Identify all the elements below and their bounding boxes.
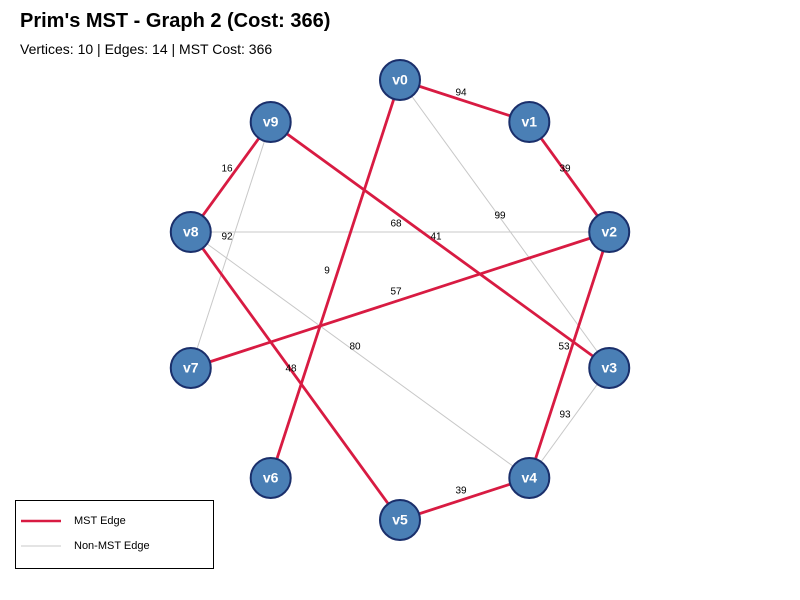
non-mst-edge-v8-v4 — [190, 231, 530, 479]
edge-weight-label-v0-v3: 99 — [494, 211, 506, 222]
non-mst-edge-v3-v4 — [528, 367, 610, 479]
vertex-v4: v4 — [508, 456, 551, 499]
vertex-v3: v3 — [588, 346, 631, 389]
vertex-circle-v3 — [588, 346, 631, 389]
vertex-circle-v5 — [379, 499, 421, 541]
vertex-circle-v8 — [169, 211, 212, 254]
vertex-v9: v9 — [249, 101, 292, 144]
non-mst-edge-v9-v7 — [190, 121, 272, 369]
edge-weight-label-v8-v2: 68 — [390, 219, 402, 230]
vertex-label-v1: v1 — [522, 114, 538, 130]
mst-edge-v8-v5 — [189, 231, 402, 521]
mst-edge-v2-v4 — [527, 231, 611, 479]
vertex-v8: v8 — [169, 211, 212, 254]
vertex-label-v5: v5 — [392, 512, 408, 528]
mst-edge-v5-v4 — [399, 476, 530, 522]
legend: MST Edge Non-MST Edge — [15, 500, 214, 569]
non-mst-edge-v0-v3 — [399, 79, 610, 369]
edge-weight-label-v9-v3: 41 — [430, 232, 442, 243]
non-mst-edge-swatch-icon — [21, 545, 61, 547]
vertex-v7: v7 — [169, 346, 212, 389]
vertex-label-v9: v9 — [263, 114, 279, 130]
edge-weight-label-v9-v8: 16 — [221, 164, 233, 175]
edge-weight-label-v2-v7: 57 — [390, 287, 402, 298]
edge-weight-label-v5-v4: 39 — [455, 486, 467, 497]
vertex-circle-v9 — [249, 101, 292, 144]
mst-edge-v9-v8 — [189, 121, 272, 233]
edge-weight-label-v2-v4: 53 — [558, 342, 570, 353]
legend-label-non-mst: Non-MST Edge — [74, 540, 150, 552]
legend-item-non-mst: Non-MST Edge — [20, 538, 150, 554]
vertex-circle-v2 — [588, 211, 631, 254]
legend-label-mst: MST Edge — [74, 515, 126, 527]
edge-weight-label-v3-v4: 93 — [559, 410, 571, 421]
vertex-circle-v6 — [249, 456, 292, 499]
page-subtitle: Vertices: 10 | Edges: 14 | MST Cost: 366 — [20, 41, 273, 57]
mst-edge-v1-v2 — [528, 121, 611, 233]
vertex-circle-v0 — [379, 59, 421, 101]
mst-edge-v9-v3 — [269, 120, 611, 370]
vertex-label-v2: v2 — [601, 224, 617, 240]
mst-edge-v0-v6 — [269, 79, 402, 479]
mst-edge-v0-v1 — [399, 78, 530, 124]
edge-weight-label-v0-v1: 94 — [455, 88, 467, 99]
vertex-circle-v4 — [508, 456, 551, 499]
vertex-v1: v1 — [508, 101, 551, 144]
edge-weight-label-v8-v4: 80 — [349, 342, 361, 353]
vertex-label-v3: v3 — [601, 360, 617, 376]
mst-edge-swatch-icon — [21, 519, 61, 523]
vertex-v2: v2 — [588, 211, 631, 254]
vertex-label-v8: v8 — [183, 224, 199, 240]
vertex-v5: v5 — [379, 499, 421, 541]
edges-layer — [189, 78, 611, 522]
legend-item-mst: MST Edge — [20, 513, 126, 529]
mst-edge-v2-v7 — [190, 230, 610, 370]
vertex-v6: v6 — [249, 456, 292, 499]
vertex-label-v6: v6 — [263, 470, 279, 486]
vertex-v0: v0 — [379, 59, 421, 101]
vertex-label-v7: v7 — [183, 360, 199, 376]
vertex-circle-v7 — [169, 346, 212, 389]
edge-labels-layer: 94 39 16 9 41 57 53 48 39 99 68 92 80 93 — [221, 88, 571, 497]
edge-weight-label-v9-v7: 92 — [221, 232, 233, 243]
vertex-label-v0: v0 — [392, 72, 408, 88]
vertex-circle-v1 — [508, 101, 551, 144]
vertex-label-v4: v4 — [522, 470, 538, 486]
edge-weight-label-v8-v5: 48 — [285, 364, 297, 375]
edge-weight-label-v0-v6: 9 — [324, 266, 330, 277]
page-title: Prim's MST - Graph 2 (Cost: 366) — [20, 10, 331, 32]
edge-weight-label-v1-v2: 39 — [559, 164, 571, 175]
nodes-layer: v0 v1 v2 v3 v4 v5 v6 v7 v8 v9 — [169, 59, 631, 541]
